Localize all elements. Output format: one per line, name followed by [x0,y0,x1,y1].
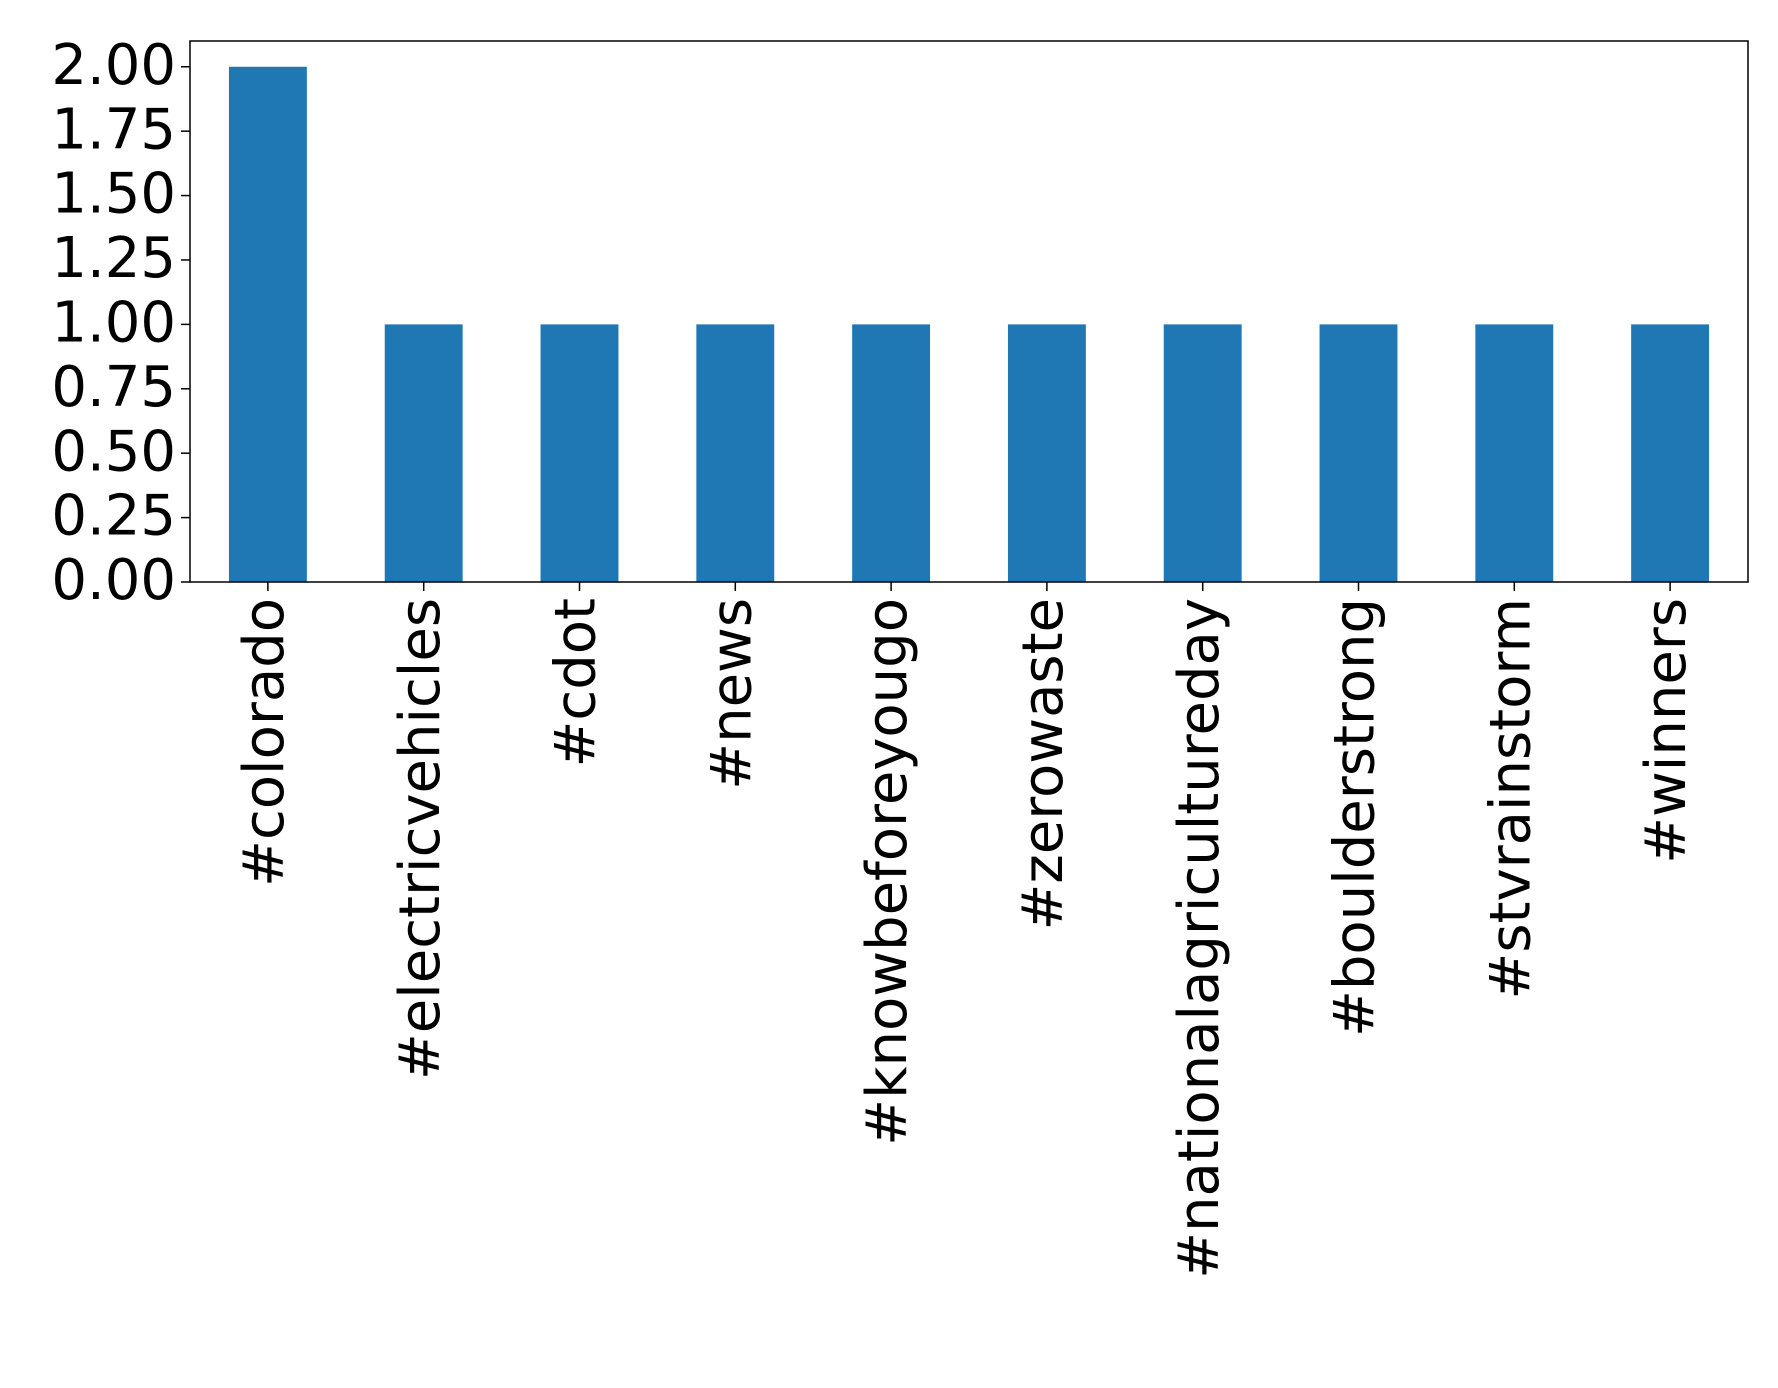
y-tick-label: 1.50 [51,162,176,227]
y-tick-label: 1.25 [51,226,176,291]
y-tick-label: 0.75 [51,355,176,420]
y-tick-label: 1.00 [51,291,176,356]
x-tick-label: #colorado [232,598,297,887]
bar [696,324,775,582]
x-tick-label: #stvrainstorm [1478,598,1543,1000]
x-tick-label: #cdot [544,598,609,767]
y-tick-label: 0.50 [51,419,176,484]
x-tick-label: #knowbeforeyougo [855,598,920,1146]
bar [1007,324,1086,582]
bar [1631,324,1710,582]
bar [228,66,307,582]
x-tick-label: #boulderstrong [1323,598,1388,1037]
bar [852,324,931,582]
y-tick-label: 0.00 [51,548,176,613]
x-tick-label: #electricvehicles [388,598,453,1080]
bar [1475,324,1554,582]
y-tick-label: 0.25 [51,484,176,549]
bar [1319,324,1398,582]
plot-frame [189,40,1749,583]
x-tick-label: #nationalagricultureday [1167,598,1232,1279]
bar [540,324,619,582]
y-tick-label: 2.00 [51,33,176,98]
y-tick-label: 1.75 [51,97,176,162]
x-tick-label: #winners [1634,598,1699,864]
x-tick-label: #zerowaste [1011,598,1076,931]
x-tick-label: #news [699,598,764,790]
bar [1163,324,1242,582]
bar [384,324,463,582]
